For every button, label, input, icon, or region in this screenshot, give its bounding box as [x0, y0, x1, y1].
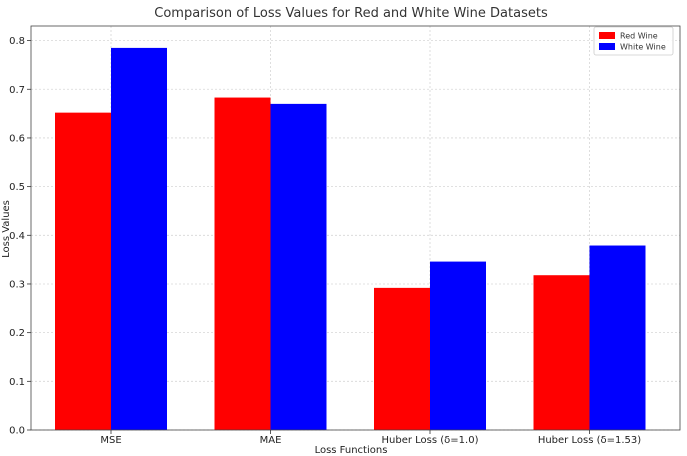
y-axis-ticks: 0.0 0.1 0.2 0.3 0.4 0.5 0.6 0.7 0.8: [9, 36, 31, 437]
bar-white-wine: [111, 47, 167, 430]
bar-white-wine: [589, 245, 646, 430]
y-tick-label: 0.4: [9, 231, 25, 242]
plot-frame: [30, 25, 681, 431]
axes: [30, 25, 681, 431]
legend-label: Red Wine: [620, 32, 658, 41]
y-tick-label: 0.3: [9, 279, 25, 290]
bar-white-wine: [430, 261, 486, 430]
y-tick-label: 0.8: [9, 36, 25, 47]
y-axis-label: Loss Values: [1, 200, 12, 258]
y-tick-label: 0.2: [9, 328, 25, 339]
x-tick-label: Huber Loss (δ=1.0): [382, 435, 479, 446]
chart-title: Comparison of Loss Values for Red and Wh…: [154, 6, 548, 21]
legend-label: White Wine: [620, 43, 666, 52]
x-tick-label: MSE: [100, 435, 121, 446]
legend-swatch: [599, 43, 615, 50]
x-tick-label: Huber Loss (δ=1.53): [538, 435, 641, 446]
bar-red-wine: [533, 275, 590, 430]
bars: [55, 47, 646, 430]
bar-red-wine: [55, 112, 111, 430]
y-tick-label: 0.5: [9, 182, 25, 193]
y-tick-label: 0.6: [9, 133, 25, 144]
x-tick-label: MAE: [260, 435, 282, 446]
bar-red-wine: [374, 287, 430, 430]
y-tick-label: 0.1: [9, 377, 25, 388]
y-tick-label: 0.7: [9, 85, 25, 96]
legend: Red Wine White Wine: [593, 26, 674, 56]
legend-swatch: [599, 32, 615, 39]
x-axis-ticks: MSE MAE Huber Loss (δ=1.0) Huber Loss (δ=1.…: [100, 430, 641, 446]
y-tick-label: 0.0: [9, 426, 25, 437]
bar-red-wine: [214, 97, 271, 430]
x-axis-label: Loss Functions: [315, 445, 388, 456]
bar-white-wine: [270, 103, 327, 430]
